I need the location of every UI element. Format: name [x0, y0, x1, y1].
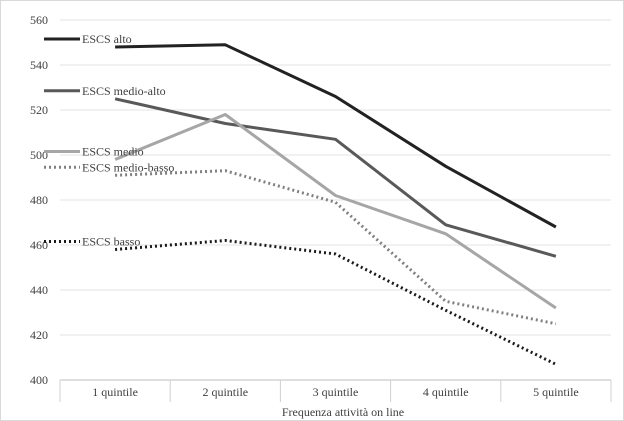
x-tick-label: 4 quintile: [423, 385, 469, 399]
y-tick-label: 420: [30, 328, 48, 342]
y-tick-label: 520: [30, 103, 48, 117]
series-line-0: [115, 43, 557, 229]
y-axis-ticks: 400 420 440 460 480 500 520 540 560: [30, 13, 48, 387]
series-line-3: [115, 169, 557, 326]
series-lines: [114, 43, 557, 366]
series-line-1: [114, 97, 557, 258]
legend-label: ESCS medio-basso: [82, 160, 174, 174]
x-axis-ticks: 1 quintile 2 quintile 3 quintile 4 quintile…: [59, 380, 612, 402]
y-tick-label: 500: [30, 148, 48, 162]
y-tick-label: 400: [30, 373, 48, 387]
legend-label: ESCS basso: [82, 235, 140, 249]
y-tick-label: 460: [30, 238, 48, 252]
series-line-4: [114, 239, 557, 366]
legend-label: ESCS medio: [82, 145, 144, 159]
x-tick-label: 5 quintile: [533, 385, 579, 399]
series-line-2: [114, 113, 557, 310]
x-tick-label: 2 quintile: [202, 385, 248, 399]
legend-label: ESCS medio-alto: [82, 84, 166, 98]
y-tick-label: 560: [30, 13, 48, 27]
y-tick-label: 480: [30, 193, 48, 207]
x-tick-label: 1 quintile: [92, 385, 138, 399]
y-tick-label: 540: [30, 58, 48, 72]
x-axis-title: Frequenza attività on line: [282, 405, 404, 419]
legend-label: ESCS alto: [82, 32, 132, 46]
y-tick-label: 440: [30, 283, 48, 297]
x-tick-label: 3 quintile: [313, 385, 359, 399]
